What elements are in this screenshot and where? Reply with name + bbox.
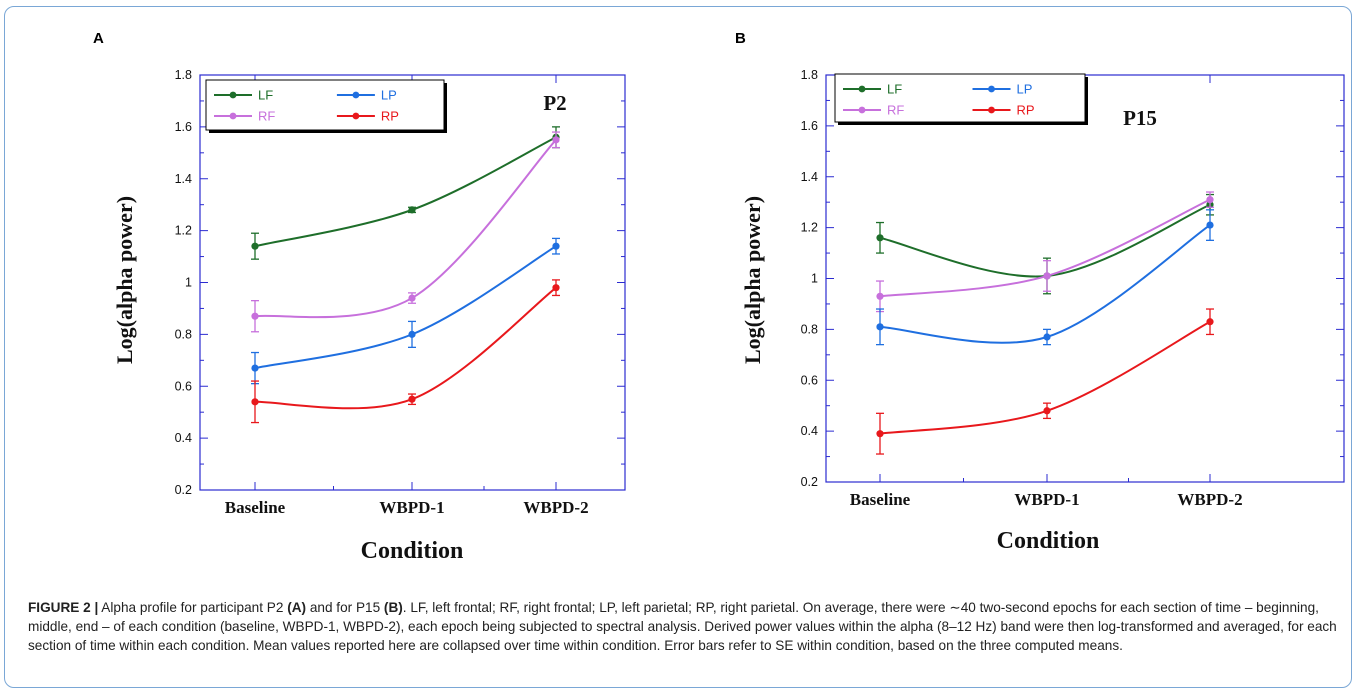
y-tick-label: 1.4 [801,170,818,184]
y-axis-title: Log(alpha power) [112,196,137,364]
y-tick-label: 1.8 [175,68,192,82]
caption-lead: FIGURE 2 | [28,600,99,615]
y-tick-label: 0.6 [175,379,192,393]
y-tick-label: 1.4 [175,172,192,186]
y-tick-label: 1.2 [801,221,818,235]
y-tick-label: 0.4 [801,424,818,438]
data-point-rp [876,430,884,438]
data-point-rf [1043,272,1051,280]
data-point-rf [251,312,259,320]
data-point-rp [1043,407,1051,415]
data-point-lf [876,234,884,242]
y-axis-title: Log(alpha power) [740,196,765,364]
y-tick-label: 1.8 [801,68,818,82]
caption-part2: and for P15 [306,600,384,615]
legend-label-rf: RF [258,109,275,124]
data-point-lp [552,242,560,250]
chart-panel-b: 0.2 0.4 0.6 0.8 1 1.2 1.4 1.6 1.8 Baseline WBPD-1 W… [740,68,1345,554]
x-tick-label: WBPD-1 [379,498,444,517]
panel-a-letter: A [93,30,104,47]
data-point-rp [408,395,416,403]
plot-frame [199,74,626,491]
legend-marker-rp [352,112,360,120]
x-tick-label: WBPD-2 [1177,490,1242,509]
caption-bold-a: (A) [287,600,307,615]
x-axis-title: Condition [361,538,464,564]
plot-frame [825,74,1345,483]
data-point-rp [1206,318,1214,326]
data-point-lp [876,323,884,331]
data-point-rf [1206,196,1214,204]
x-tick-label: WBPD-1 [1014,490,1079,509]
caption-part1: Alpha profile for participant P2 [98,600,288,615]
legend-marker-lp [352,91,360,99]
data-point-lp [408,330,416,338]
data-point-lf [408,206,416,214]
y-tick-label: 0.8 [175,327,192,341]
legend-label-rf: RF [887,103,904,118]
legend-marker-rf [229,112,237,120]
x-tick-label: Baseline [225,498,286,517]
legend-box [834,73,1086,123]
y-tick-label: 1.6 [801,119,818,133]
y-tick-label: 0.2 [801,475,818,489]
series-line-rf [879,198,1211,298]
data-point-rf [876,292,884,300]
y-tick-label: 1.6 [175,120,192,134]
caption-bold-b: (B) [383,600,403,615]
legend-marker-lf [858,85,866,93]
figure-caption: FIGURE 2 | Alpha profile for participant… [28,598,1338,655]
data-point-lf [251,242,259,250]
participant-annotation: P15 [1123,106,1157,130]
figure-frame [4,6,1352,688]
data-point-lp [251,364,259,372]
x-axis-title: Condition [997,528,1100,554]
y-tick-label: 0.2 [175,483,192,497]
legend-label-lp: LP [381,88,397,103]
data-point-lp [1206,221,1214,229]
legend-marker-rp [988,106,995,114]
series-line-rf [254,139,557,319]
legend-label-lf: LF [258,88,273,103]
legend-label-lp: LP [1017,82,1033,97]
participant-annotation: P2 [543,91,566,115]
legend-label-rp: RP [381,109,399,124]
chart-panel-a: 0.2 0.4 0.6 0.8 1 1.2 1.4 1.6 1.8 Baseline WBPD-1 W… [112,68,626,564]
data-point-rp [251,398,259,406]
legend-box [205,79,445,131]
data-point-lp [1043,333,1051,341]
y-tick-label: 0.4 [175,431,192,445]
data-point-rf [552,136,560,144]
series-line-rp [254,286,557,410]
series-line-lp [254,245,557,370]
legend-marker-lp [988,85,995,93]
y-tick-label: 1 [811,272,818,286]
y-tick-label: 0.6 [801,373,818,387]
y-tick-label: 1.2 [175,224,192,238]
caption-part3: . LF, left frontal; RF, right frontal; L… [28,600,1337,653]
y-tick-label: 0.8 [801,322,818,336]
y-tick-label: 1 [185,276,192,290]
series-line-lf [254,136,557,248]
data-point-rp [552,284,560,292]
legend-marker-rf [858,106,866,114]
legend-label-rp: RP [1017,103,1035,118]
panel-b-letter: B [735,30,746,47]
x-tick-label: WBPD-2 [523,498,588,517]
x-tick-label: Baseline [850,490,911,509]
legend-marker-lf [229,91,237,99]
series-line-lp [879,224,1211,344]
data-point-rf [408,294,416,302]
legend-label-lf: LF [887,82,902,97]
